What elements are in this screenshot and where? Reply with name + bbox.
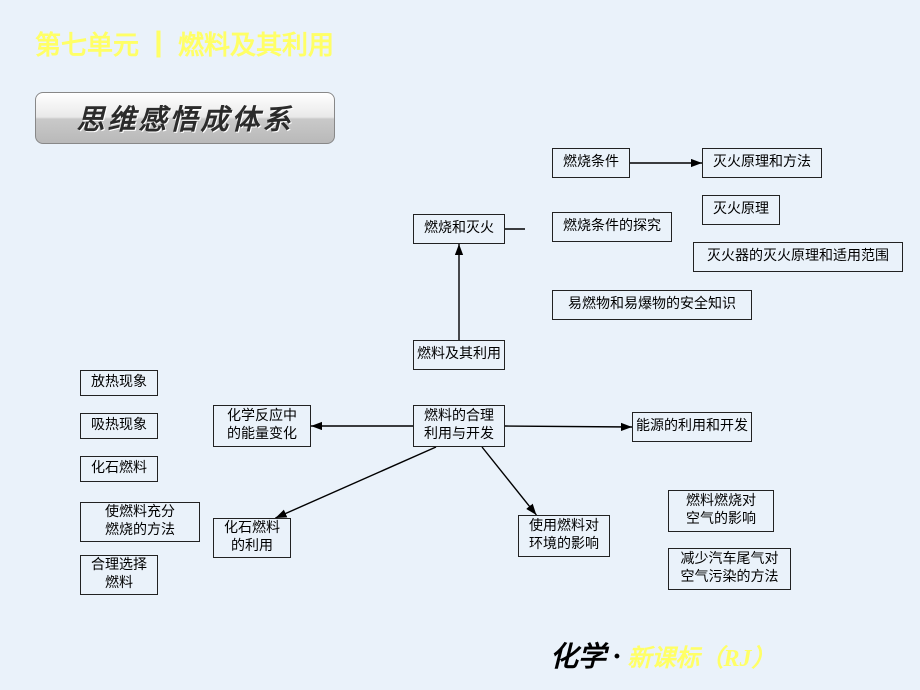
footer: 化学 · 新课标（RJ） bbox=[550, 635, 776, 675]
node-n15: 合理选择 燃料 bbox=[80, 555, 158, 595]
node-n14: 使燃料充分 燃烧的方法 bbox=[80, 502, 200, 542]
node-n11: 放热现象 bbox=[80, 370, 158, 396]
node-n1: 燃料及其利用 bbox=[413, 340, 505, 370]
node-n10: 化学反应中 的能量变化 bbox=[213, 405, 311, 447]
node-n5: 灭火原理和方法 bbox=[702, 148, 822, 178]
node-n19: 燃料燃烧对 空气的影响 bbox=[668, 490, 774, 532]
footer-edition: 新课标（RJ） bbox=[628, 646, 776, 672]
node-n16: 化石燃料 的利用 bbox=[213, 518, 291, 558]
node-n2: 燃料的合理 利用与开发 bbox=[413, 405, 505, 447]
node-n18: 使用燃料对 环境的影响 bbox=[518, 515, 610, 557]
node-n9: 易燃物和易爆物的安全知识 bbox=[552, 290, 752, 320]
node-n3: 燃烧和灭火 bbox=[413, 214, 505, 244]
node-n20: 减少汽车尾气对 空气污染的方法 bbox=[668, 548, 791, 590]
node-n8: 灭火器的灭火原理和适用范围 bbox=[693, 242, 903, 272]
node-n6: 灭火原理 bbox=[702, 195, 780, 225]
node-n17: 能源的利用和开发 bbox=[632, 412, 752, 442]
node-n13: 化石燃料 bbox=[80, 456, 158, 482]
node-n4: 燃烧条件 bbox=[552, 148, 630, 178]
footer-subject: 化学 bbox=[550, 642, 606, 673]
node-n7: 燃烧条件的探究 bbox=[552, 212, 672, 242]
nodes-layer: 燃料及其利用燃料的合理 利用与开发 燃烧和灭火 燃烧条件 灭火原理和方法灭火原理燃烧条… bbox=[0, 0, 920, 690]
node-n12: 吸热现象 bbox=[80, 413, 158, 439]
footer-dot: · bbox=[613, 640, 621, 673]
